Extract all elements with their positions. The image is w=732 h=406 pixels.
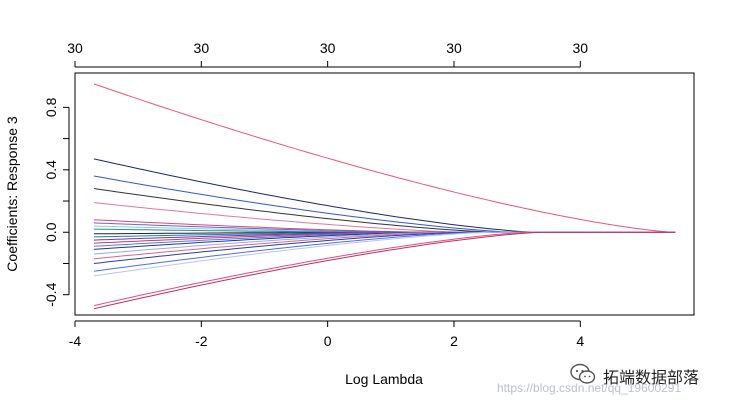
series-line-19: [93, 231, 676, 272]
x-tick-label: -4: [69, 333, 82, 349]
x-tick-label: 0: [324, 333, 332, 349]
series-line-22: [93, 231, 676, 310]
y-tick-label: -0.4: [43, 282, 59, 306]
top-tick-label: 30: [446, 40, 462, 56]
y-tick-label: 0.4: [43, 160, 59, 180]
top-tick-label: 30: [320, 40, 336, 56]
y-tick-label: 0.8: [43, 97, 59, 117]
y-axis-label: Coefficients: Response 3: [4, 116, 20, 272]
top-tick-label: 30: [67, 40, 83, 56]
x-tick-label: 4: [576, 333, 584, 349]
x-axis-label: Log Lambda: [345, 371, 423, 387]
x-tick-label: -2: [195, 333, 208, 349]
series-line-1: [93, 83, 676, 233]
top-axis: 30 30 30 30 30: [67, 40, 589, 68]
watermark-url: https://blog.csdn.net/qq_19600291: [497, 381, 682, 395]
y-axis: -0.4 0.0 0.4 0.8: [43, 97, 70, 307]
top-tick-label: 30: [194, 40, 210, 56]
top-tick-label: 30: [573, 40, 589, 56]
watermark-brand-name: 拓端数据部落: [603, 368, 700, 387]
x-tick-label: 2: [450, 333, 458, 349]
y-tick-label: 0.0: [43, 222, 59, 242]
x-axis: -4 -2 0 2 4: [69, 320, 584, 349]
plot-frame: [74, 72, 695, 316]
wechat-icon: [570, 363, 596, 384]
series-layer: [93, 83, 676, 310]
